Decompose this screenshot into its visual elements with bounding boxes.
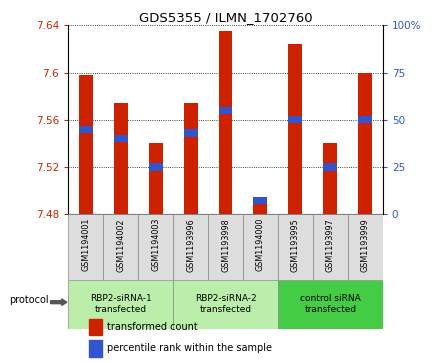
Text: GSM1193998: GSM1193998 <box>221 218 230 272</box>
Text: transformed count: transformed count <box>107 322 198 332</box>
Bar <box>149 143 163 214</box>
Text: GSM1193995: GSM1193995 <box>291 218 300 272</box>
Text: percentile rank within the sample: percentile rank within the sample <box>107 343 272 354</box>
Bar <box>173 280 278 329</box>
Bar <box>358 73 372 214</box>
Bar <box>219 31 232 214</box>
Bar <box>173 214 208 280</box>
Text: GSM1194003: GSM1194003 <box>151 218 160 272</box>
Text: GSM1194000: GSM1194000 <box>256 218 265 272</box>
Bar <box>68 214 103 280</box>
Text: RBP2-siRNA-2
transfected: RBP2-siRNA-2 transfected <box>194 294 257 314</box>
Text: control siRNA
transfected: control siRNA transfected <box>300 294 361 314</box>
Text: GSM1194002: GSM1194002 <box>116 218 125 272</box>
Text: RBP2-siRNA-1
transfected: RBP2-siRNA-1 transfected <box>90 294 151 314</box>
Bar <box>149 163 163 171</box>
Bar <box>348 214 383 280</box>
Bar <box>89 340 102 357</box>
Title: GDS5355 / ILMN_1702760: GDS5355 / ILMN_1702760 <box>139 11 312 24</box>
Bar <box>103 214 138 280</box>
Bar <box>219 107 232 114</box>
Bar <box>79 126 93 133</box>
Bar <box>183 103 198 214</box>
Bar <box>79 75 93 214</box>
Bar <box>89 319 102 335</box>
Text: protocol: protocol <box>9 295 48 305</box>
Bar <box>253 197 268 204</box>
Bar <box>358 116 372 123</box>
Text: GSM1193999: GSM1193999 <box>361 218 370 272</box>
Bar <box>278 280 383 329</box>
Bar <box>183 130 198 136</box>
Bar <box>323 163 337 171</box>
Bar <box>114 135 128 142</box>
Bar <box>208 214 243 280</box>
Bar <box>243 214 278 280</box>
Text: GSM1193996: GSM1193996 <box>186 218 195 272</box>
Bar <box>68 280 173 329</box>
Bar <box>313 214 348 280</box>
Text: GSM1194001: GSM1194001 <box>81 218 90 272</box>
Bar <box>114 103 128 214</box>
Bar <box>253 200 268 214</box>
Bar <box>278 214 313 280</box>
Bar <box>323 143 337 214</box>
Bar <box>289 116 302 123</box>
Bar <box>138 214 173 280</box>
Text: GSM1193997: GSM1193997 <box>326 218 335 272</box>
Bar <box>289 44 302 214</box>
